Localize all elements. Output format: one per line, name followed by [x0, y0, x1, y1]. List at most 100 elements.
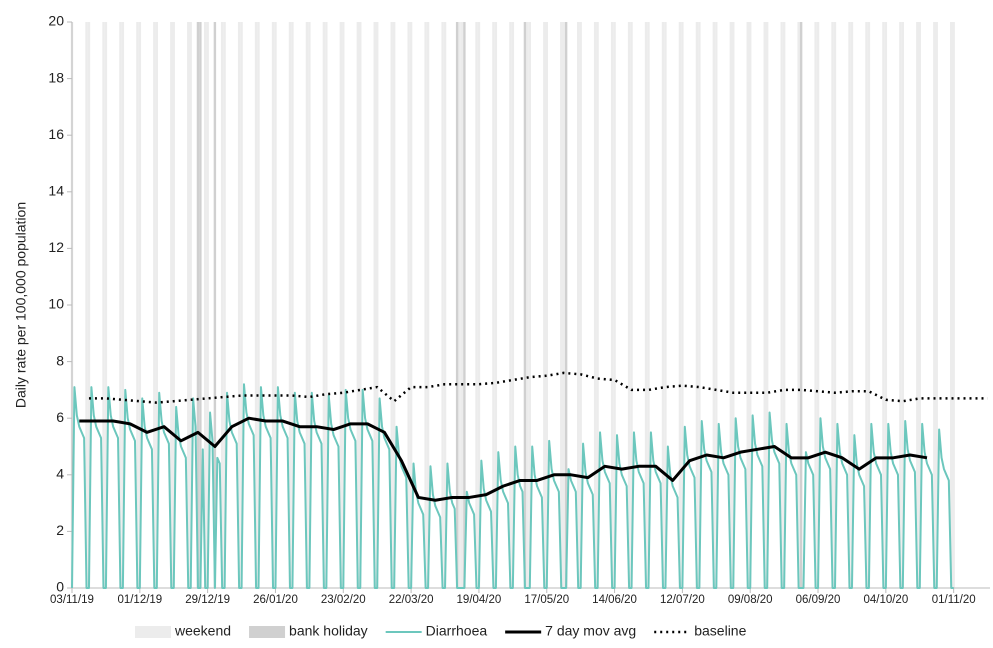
y-tick-label: 0 [56, 579, 64, 595]
weekend-band [627, 22, 631, 588]
weekend-band [392, 22, 396, 588]
weekend-band [170, 22, 173, 588]
weekend-band [407, 22, 410, 588]
y-axis-title: Daily rate per 100,000 population [13, 202, 29, 408]
legend-swatch [135, 626, 171, 638]
weekend-band [153, 22, 156, 588]
weekend-band [935, 22, 938, 588]
x-tick-label: 06/09/20 [796, 594, 841, 606]
weekend-band [271, 22, 275, 588]
weekend-band [492, 22, 495, 588]
weekend-band [577, 22, 580, 588]
weekend-band [409, 22, 413, 588]
weekend-band [644, 22, 648, 588]
weekend-band [288, 22, 292, 588]
weekend-band [458, 22, 461, 588]
weekend-band [424, 22, 427, 588]
y-tick-label: 10 [48, 296, 64, 312]
x-tick-label: 19/04/20 [457, 594, 502, 606]
x-tick-label: 29/12/19 [185, 594, 230, 606]
weekend-band [833, 22, 837, 588]
weekend-band [526, 22, 529, 588]
weekend-band [780, 22, 783, 588]
weekend-band [189, 22, 192, 588]
weekend-band [613, 22, 616, 588]
weekend-band [765, 22, 769, 588]
weekend-band [901, 22, 905, 588]
weekend-band [104, 22, 108, 588]
legend-label: bank holiday [289, 623, 368, 639]
y-tick-label: 18 [48, 69, 64, 85]
weekend-band [240, 22, 243, 588]
weekend-band [237, 22, 241, 588]
bank-holiday-band [523, 22, 527, 588]
weekend-band [441, 22, 444, 588]
weekend-band [509, 22, 512, 588]
bank-holiday-band [799, 22, 803, 588]
weekend-band [543, 22, 546, 588]
y-tick-label: 14 [48, 183, 64, 199]
weekend-band [748, 22, 752, 588]
weekend-band [220, 22, 224, 588]
weekend-band [274, 22, 277, 588]
bank-holiday-band [196, 22, 200, 588]
series-line [88, 371, 988, 404]
bank-holiday-band [463, 22, 466, 588]
x-tick-label: 01/12/19 [117, 594, 162, 606]
weekend-band [443, 22, 447, 588]
weekend-band [933, 22, 936, 588]
weekend-band [85, 22, 88, 588]
weekend-band [308, 22, 311, 588]
weekend-band [746, 22, 749, 588]
legend-label: Diarrhoea [426, 623, 488, 639]
x-tick-label: 09/08/20 [728, 594, 773, 606]
weekend-band [223, 22, 226, 588]
bank-holiday-band [199, 22, 202, 588]
weekend-band [763, 22, 766, 588]
weekend-band [102, 22, 105, 588]
weekend-band [814, 22, 817, 588]
weekend-band [187, 22, 190, 588]
weekend-band [664, 22, 667, 588]
weekend-band [831, 22, 834, 588]
y-tick-label: 12 [48, 239, 64, 255]
y-tick-label: 6 [56, 409, 64, 425]
weekend-band [647, 22, 650, 588]
weekend-band [339, 22, 343, 588]
x-tick-label: 04/10/20 [863, 594, 908, 606]
x-tick-label: 26/01/20 [253, 594, 298, 606]
weekend-band [305, 22, 309, 588]
weekend-band [155, 22, 158, 588]
y-tick-label: 4 [56, 466, 64, 482]
weekend-band [475, 22, 478, 588]
weekend-band [678, 22, 682, 588]
weekend-band [545, 22, 548, 588]
y-tick-label: 20 [48, 13, 64, 29]
weekend-band [579, 22, 582, 588]
weekend-band [356, 22, 360, 588]
weekend-band [850, 22, 854, 588]
weekend-band [712, 22, 716, 588]
weekend-band [952, 22, 955, 588]
legend-label: weekend [174, 623, 231, 639]
x-tick-label: 01/11/20 [932, 594, 976, 606]
y-tick-label: 16 [48, 126, 64, 142]
weekend-band [254, 22, 258, 588]
weekend-band [695, 22, 699, 588]
weekend-band [172, 22, 175, 588]
weekend-band [681, 22, 684, 588]
x-tick-label: 17/05/20 [524, 594, 569, 606]
x-tick-label: 23/02/20 [321, 594, 366, 606]
weekend-band [782, 22, 786, 588]
weekend-band [916, 22, 919, 588]
weekend-band [560, 22, 563, 588]
weekend-band [610, 22, 614, 588]
weekend-band [562, 22, 565, 588]
weekend-band [882, 22, 885, 588]
weekend-band [511, 22, 515, 588]
weekend-band [390, 22, 393, 588]
bank-holiday-band [213, 22, 217, 588]
legend-label: baseline [694, 623, 746, 639]
legend-label: 7 day mov avg [545, 623, 636, 639]
weekend-band [661, 22, 665, 588]
